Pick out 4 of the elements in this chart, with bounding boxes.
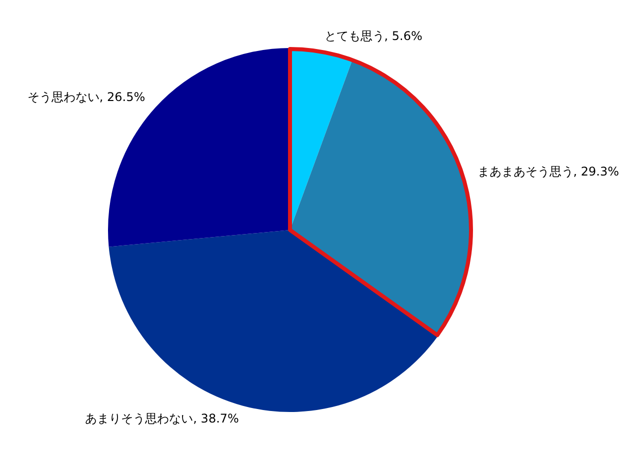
- slice-label: とても思う, 5.6%: [324, 29, 422, 44]
- slice-label: まあまあそう思う, 29.3%: [477, 164, 620, 178]
- slice-label: あまりそう思わない, 38.7%: [85, 411, 239, 426]
- slice-label: そう思わない, 26.5%: [27, 90, 146, 104]
